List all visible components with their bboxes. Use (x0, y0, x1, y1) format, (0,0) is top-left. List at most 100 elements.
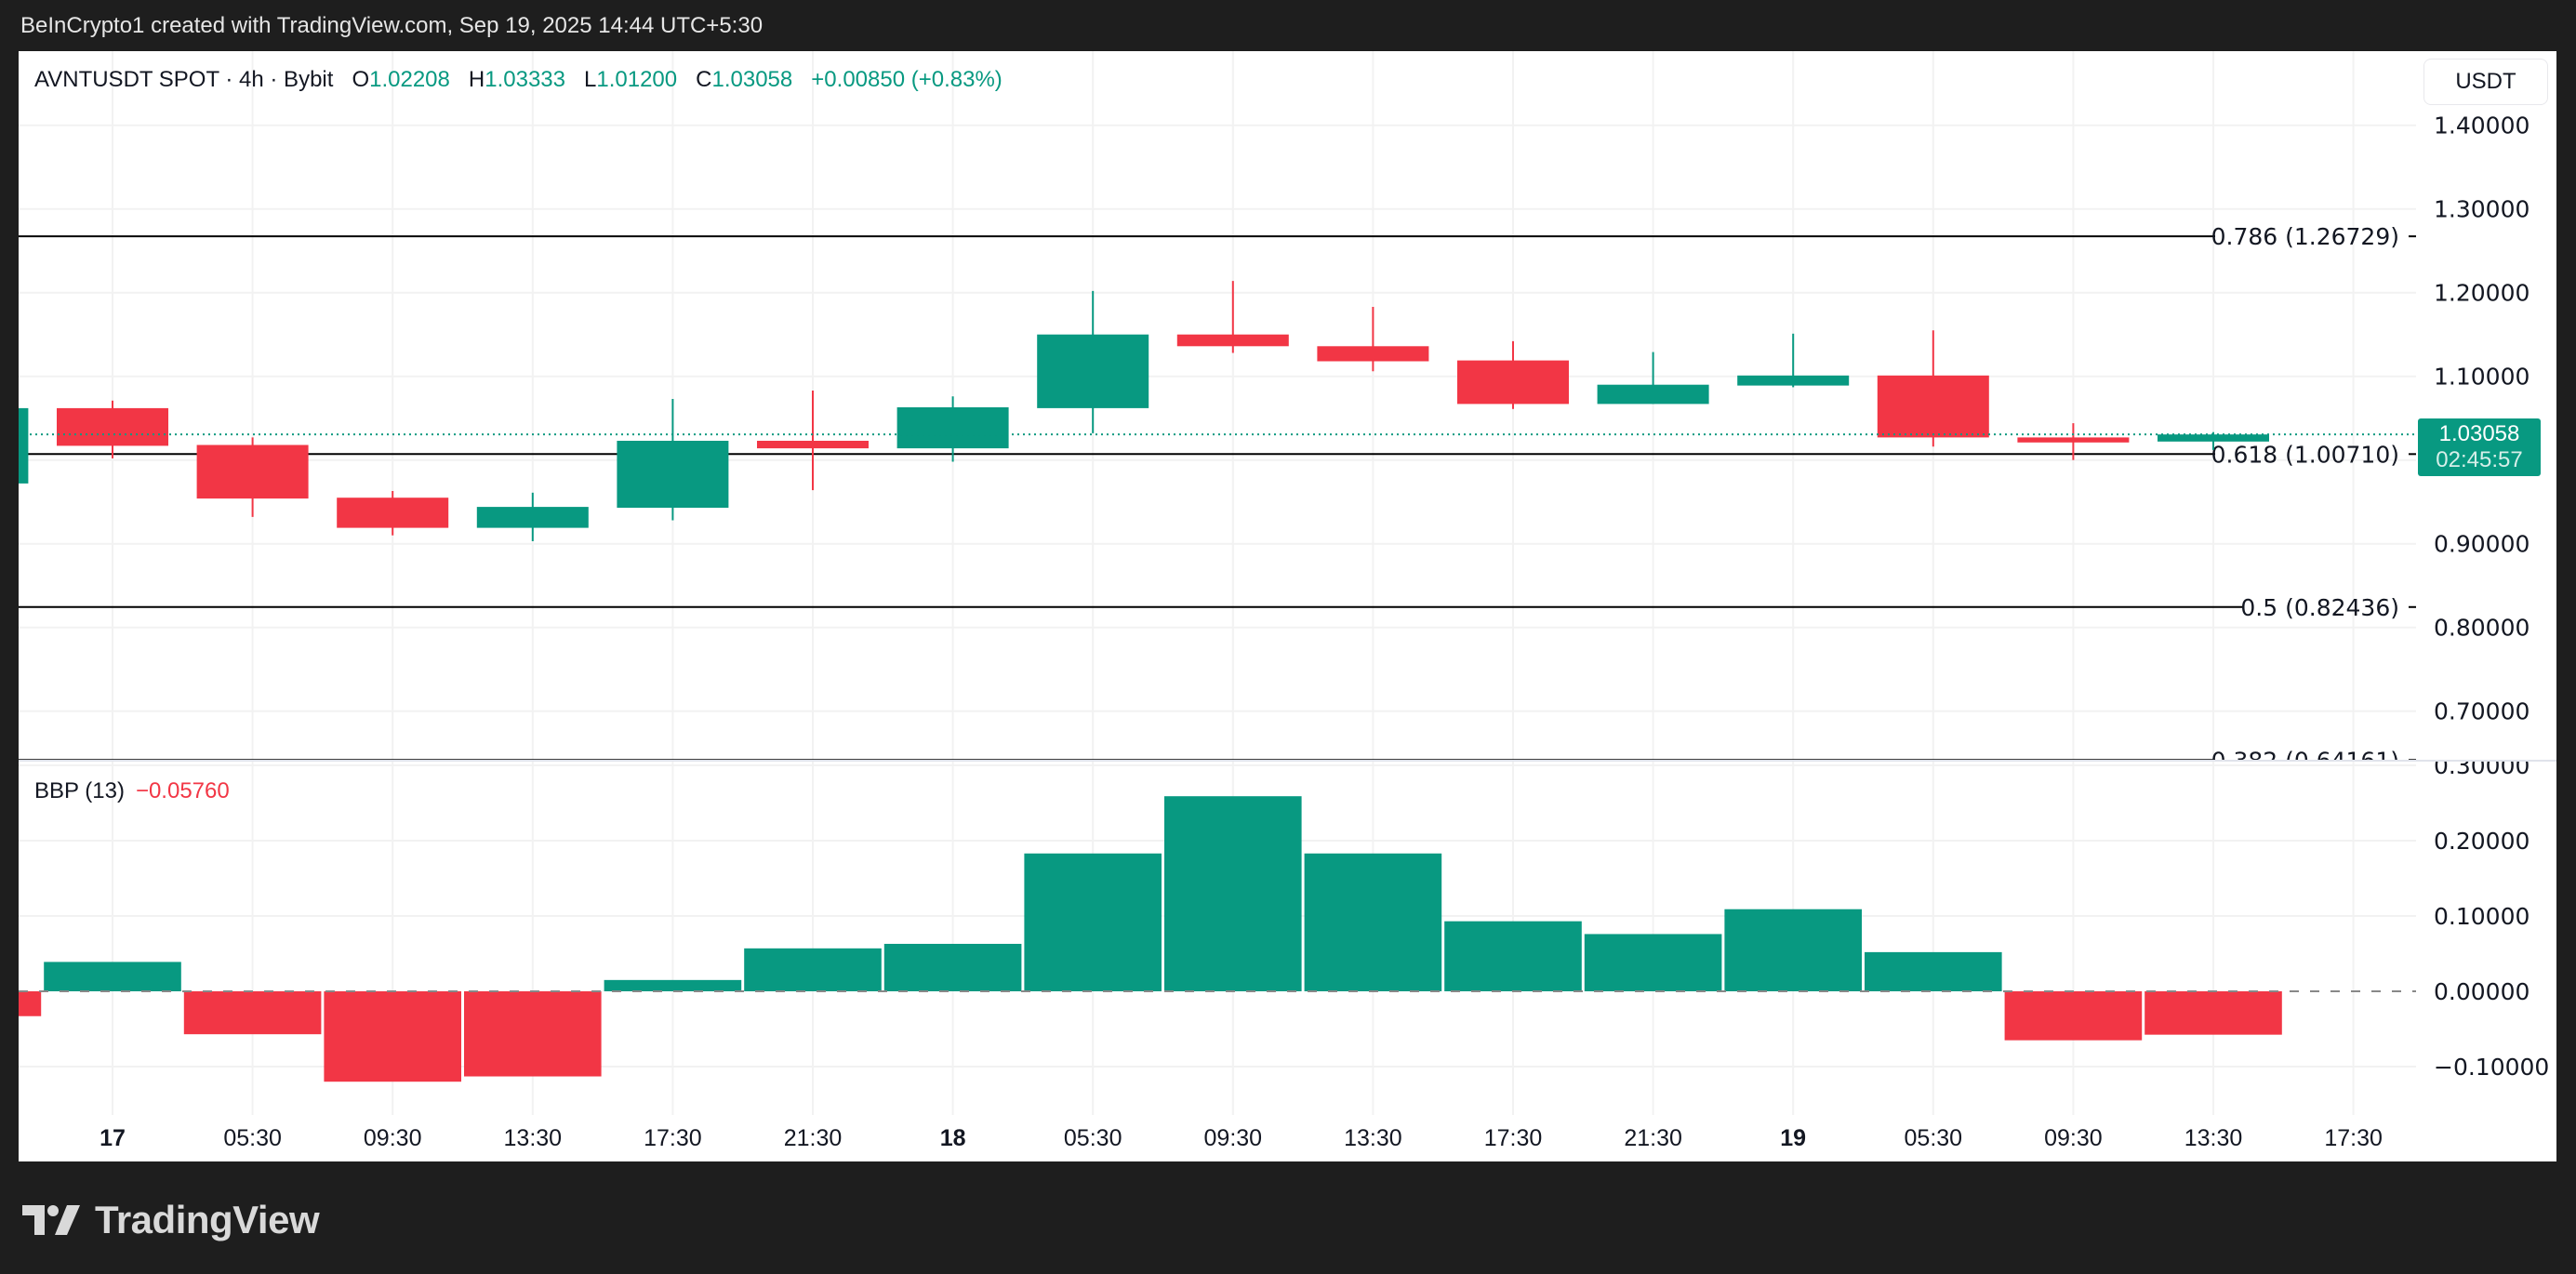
candles (19, 281, 2416, 541)
candle-body (337, 498, 449, 528)
price-tick-label: 0.90000 (2434, 531, 2530, 558)
time-tick-label: 19 (1780, 1125, 1806, 1151)
last-price: 1.03058 (2438, 421, 2520, 446)
close-value: 1.03058 (711, 67, 793, 92)
candle-body (476, 507, 589, 528)
candle (1176, 281, 1289, 353)
bbp-bar (183, 991, 322, 1035)
change-value: +0.00850 (+0.83%) (811, 67, 1003, 92)
currency-button[interactable]: USDT (2423, 59, 2548, 105)
bbp-bar (2144, 991, 2282, 1035)
time-tick-label: 17:30 (1484, 1125, 1543, 1151)
candle-body (1597, 384, 1709, 405)
candle-body (1877, 375, 1989, 438)
symbol-title[interactable]: AVNTUSDT SPOT · 4h · Bybit (34, 67, 334, 92)
candle-body (19, 407, 29, 484)
bbp-tick-label: 0.00000 (2434, 978, 2530, 1005)
open-label: O (352, 67, 370, 92)
bbp-bar (1724, 909, 1862, 991)
tradingview-logo[interactable]: TradingView (22, 1198, 320, 1242)
candle (57, 400, 168, 458)
high-label: H (468, 67, 485, 92)
time-tick-label: 09:30 (364, 1125, 422, 1151)
candle-body (757, 441, 869, 449)
time-tick-label: 13:30 (1344, 1125, 1402, 1151)
close-label: C (696, 67, 712, 92)
bbp-bar (44, 962, 181, 991)
tradingview-logo-icon (22, 1205, 80, 1235)
bbp-bar (19, 991, 42, 1016)
bbp-bar (1164, 796, 1302, 991)
high-value: 1.03333 (485, 67, 565, 92)
candle-body (1317, 346, 1429, 362)
fib-level-label: 0.618 (1.00710) (2211, 441, 2399, 468)
bar-countdown: 02:45:57 (2436, 447, 2523, 472)
candle-body (57, 407, 168, 446)
bbp-tick-label: 0.30000 (2434, 752, 2530, 779)
bbp-histogram (19, 796, 2416, 1082)
indicator-name: BBP (13) (34, 778, 125, 803)
indicator-legend[interactable]: BBP (13) −0.05760 (34, 778, 230, 804)
candle-body (896, 407, 1009, 449)
bbp-bar (2004, 991, 2143, 1041)
candle (617, 399, 729, 521)
time-tick-label: 09:30 (2044, 1125, 2103, 1151)
candle (19, 407, 29, 484)
candle (2017, 423, 2130, 460)
candle (196, 437, 309, 517)
bbp-bar (883, 943, 1022, 991)
time-tick-label: 18 (940, 1125, 966, 1151)
candle (1457, 340, 1569, 409)
candle (1597, 352, 1709, 405)
time-tick-label: 21:30 (784, 1125, 843, 1151)
candle-body (1176, 334, 1289, 347)
bbp-bar (744, 948, 882, 991)
bbp-bar (1444, 921, 1582, 991)
bbp-bar (1584, 934, 1722, 991)
bbp-tick-label: 0.10000 (2434, 903, 2530, 930)
candle (476, 492, 589, 541)
time-tick-label: 17:30 (2324, 1125, 2383, 1151)
candle (337, 491, 449, 536)
time-tick-label: 05:30 (1905, 1125, 1963, 1151)
bbp-bar (1865, 951, 2002, 991)
watermark-text: BeInCrypto1 created with TradingView.com… (20, 13, 764, 38)
candle (1317, 307, 1429, 372)
time-tick-label: 21:30 (1624, 1125, 1682, 1151)
price-tick-label: 1.30000 (2434, 196, 2530, 223)
fib-level-label: 0.5 (0.82436) (2240, 594, 2399, 621)
fib-level-label: 0.382 (0.64161) (2211, 747, 2399, 774)
candle (1877, 330, 1989, 447)
open-value: 1.02208 (369, 67, 450, 92)
bbp-tick-label: −0.10000 (2434, 1054, 2549, 1081)
bbp-bar (1024, 853, 1162, 991)
time-tick-label: 05:30 (223, 1125, 282, 1151)
price-tick-label: 1.40000 (2434, 113, 2530, 139)
candle-body (1737, 375, 1850, 386)
last-price-label: 1.03058 02:45:57 (2418, 418, 2541, 476)
candle-body (2158, 434, 2269, 442)
fib-level-label: 0.786 (1.26729) (2211, 223, 2399, 250)
price-tick-label: 1.10000 (2434, 364, 2530, 391)
indicator-value: −0.05760 (135, 778, 230, 803)
candle (757, 391, 869, 491)
time-tick-label: 09:30 (1204, 1125, 1263, 1151)
time-tick-label: 13:30 (504, 1125, 563, 1151)
time-tick-label: 17:30 (644, 1125, 702, 1151)
candle-body (617, 441, 729, 508)
candle (1737, 333, 1850, 388)
candle (1037, 290, 1149, 433)
time-tick-label: 13:30 (2184, 1125, 2243, 1151)
low-label: L (584, 67, 597, 92)
price-tick-label: 1.20000 (2434, 280, 2530, 307)
low-value: 1.01200 (596, 67, 678, 92)
bbp-tick-label: 0.20000 (2434, 828, 2530, 855)
candle-body (196, 445, 309, 499)
price-tick-label: 0.70000 (2434, 698, 2530, 725)
candle (896, 396, 1009, 462)
candle-body (1037, 334, 1149, 408)
bbp-bar (604, 979, 742, 991)
axes: 1.40000 1.30000 1.20000 1.10000 0.90000 0.800… (100, 113, 2549, 1151)
time-tick-label: 17 (100, 1125, 126, 1151)
